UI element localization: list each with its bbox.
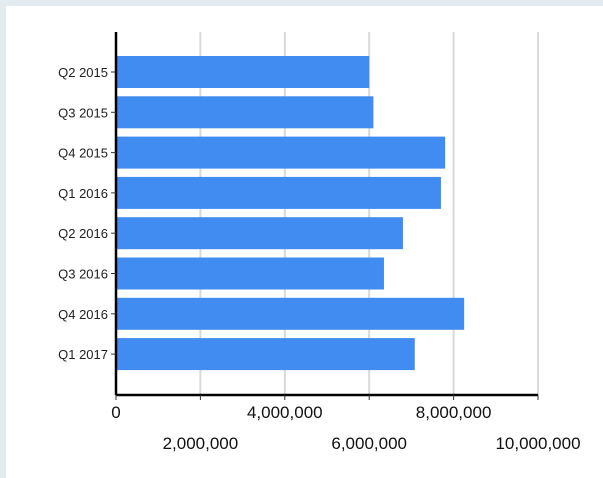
y-tick-label: Q3 2015 <box>58 105 108 120</box>
y-tick-label: Q4 2016 <box>58 307 108 322</box>
x-axis-ticks: 0 2,000,000 4,000,000 6,000,000 8,000,00010,… <box>111 395 581 453</box>
x-tick-label: 2,000,000 <box>163 434 239 453</box>
x-tick-label: 6,000,000 <box>331 434 407 453</box>
bar <box>116 257 384 290</box>
bar <box>116 217 403 250</box>
axes <box>114 32 538 397</box>
bar <box>116 338 415 371</box>
bar <box>116 56 370 88</box>
x-tick-label: 4,000,000 <box>247 403 323 422</box>
y-tick-label: Q1 2016 <box>58 186 108 201</box>
x-tick-label: 10,000,000 <box>495 434 580 453</box>
x-tick-label: 8,000,000 <box>416 403 492 422</box>
y-tick-label: Q4 2015 <box>58 146 108 161</box>
y-tick-label: Q2 2016 <box>58 226 108 241</box>
bars <box>116 56 465 371</box>
y-tick-label: Q2 2015 <box>58 65 108 80</box>
gridlines <box>199 32 539 395</box>
y-tick-label: Q1 2017 <box>58 347 108 362</box>
x-tick-label: 0 <box>111 403 120 422</box>
bar <box>116 136 446 169</box>
bar <box>116 176 441 209</box>
bar <box>116 297 465 330</box>
y-axis-ticks: Q2 2015 Q3 2015 Q4 2015 Q1 2016 Q2 2016 Q3 20… <box>58 65 116 362</box>
bar <box>116 96 374 129</box>
y-tick-label: Q3 2016 <box>58 267 108 282</box>
